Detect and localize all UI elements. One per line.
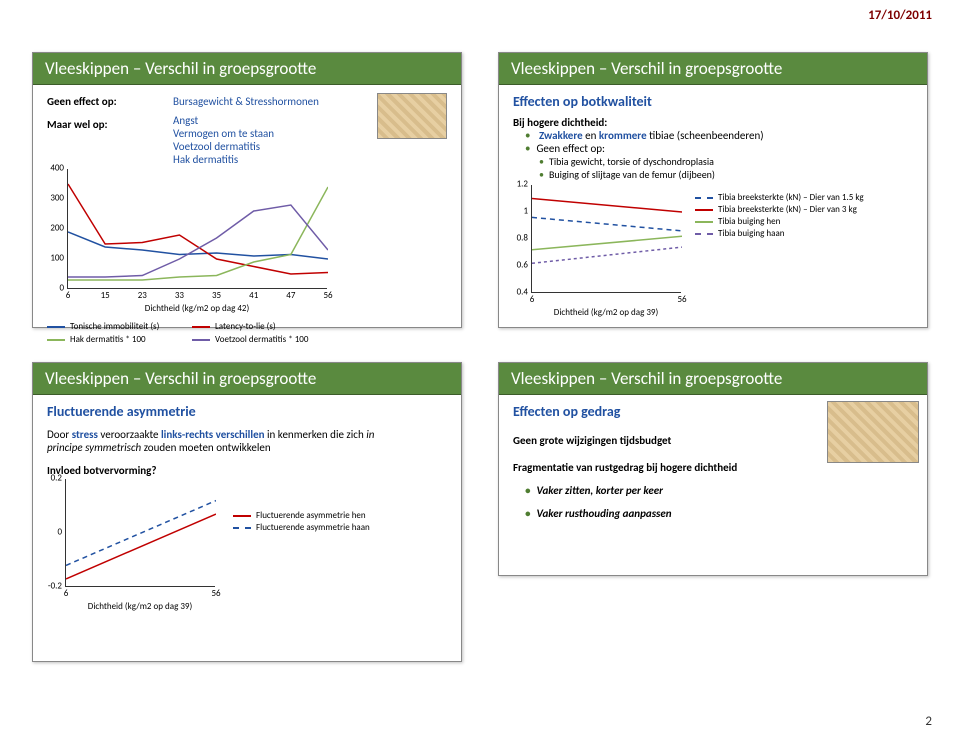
line-chart-effects: 0100200300400615233335414756	[67, 169, 327, 289]
bullet: Geen effect op:	[525, 142, 913, 155]
line-chart-asymmetry: -0.200.2656	[65, 479, 215, 587]
bullet: Vaker rusthouding aanpassen	[525, 507, 913, 520]
slide-subtitle: Effecten op botkwaliteit	[513, 93, 913, 110]
paragraph: Door stress veroorzaakte links-rechts ve…	[47, 428, 407, 454]
effect-item: Angst	[173, 114, 369, 127]
effect-item: Hak dermatitis	[173, 153, 369, 166]
sub-bullet: Tibia gewicht, torsie of dyschondroplasi…	[539, 155, 913, 168]
chart-legend: Tibia breeksterkte (kN) – Dier van 1.5 k…	[695, 191, 864, 240]
line-chart-bone: 0.40.60.811.2656	[531, 185, 681, 293]
slide-bottom-left: Vleeskippen – Verschil in groepsgrootte …	[32, 362, 462, 662]
image-thumb	[377, 93, 447, 139]
x-axis-label: Dichtheid (kg/m2 op dag 42)	[67, 303, 327, 314]
slide-title: Vleeskippen – Verschil in groepsgrootte	[499, 53, 927, 85]
bullet: Vaker zitten, korter per keer	[525, 484, 913, 497]
slide-title: Vleeskippen – Verschil in groepsgrootte	[499, 363, 927, 395]
image-thumb	[827, 401, 919, 463]
x-axis-label: Dichtheid (kg/m2 op dag 39)	[65, 601, 215, 612]
slide-subtitle: Fluctuerende asymmetrie	[47, 403, 447, 420]
question: Invloed botvervorming?	[47, 464, 447, 477]
no-effect-label: Geen effect op:	[47, 95, 117, 108]
sub-bullet: Buiging of slijtage van de femur (dijbee…	[539, 168, 913, 181]
page-number: 2	[925, 714, 932, 729]
yes-effect-label: Maar wel op:	[47, 118, 165, 131]
no-effect-value: Bursagewicht & Stresshormonen	[173, 95, 369, 108]
slide-top-left: Vleeskippen – Verschil in groepsgrootte …	[32, 52, 462, 328]
chart-legend: Tonische immobiliteit (s)Latency-to-lie …	[47, 320, 327, 346]
x-axis-label: Dichtheid (kg/m2 op dag 39)	[531, 307, 681, 318]
slide-title: Vleeskippen – Verschil in groepsgrootte	[33, 53, 461, 85]
effect-item: Vermogen om te staan	[173, 127, 369, 140]
intro-text: Bij hogere dichtheid:	[513, 116, 913, 129]
page-date: 17/10/2011	[868, 8, 932, 23]
effect-item: Voetzool dermatitis	[173, 140, 369, 153]
slide-top-right: Vleeskippen – Verschil in groepsgrootte …	[498, 52, 928, 328]
slide-bottom-right: Vleeskippen – Verschil in groepsgrootte …	[498, 362, 928, 576]
slide-title: Vleeskippen – Verschil in groepsgrootte	[33, 363, 461, 395]
bullet: Zwakkere en krommere tibiae (scheenbeend…	[525, 129, 913, 142]
chart-legend: Fluctuerende asymmetrie henFluctuerende …	[233, 509, 370, 534]
